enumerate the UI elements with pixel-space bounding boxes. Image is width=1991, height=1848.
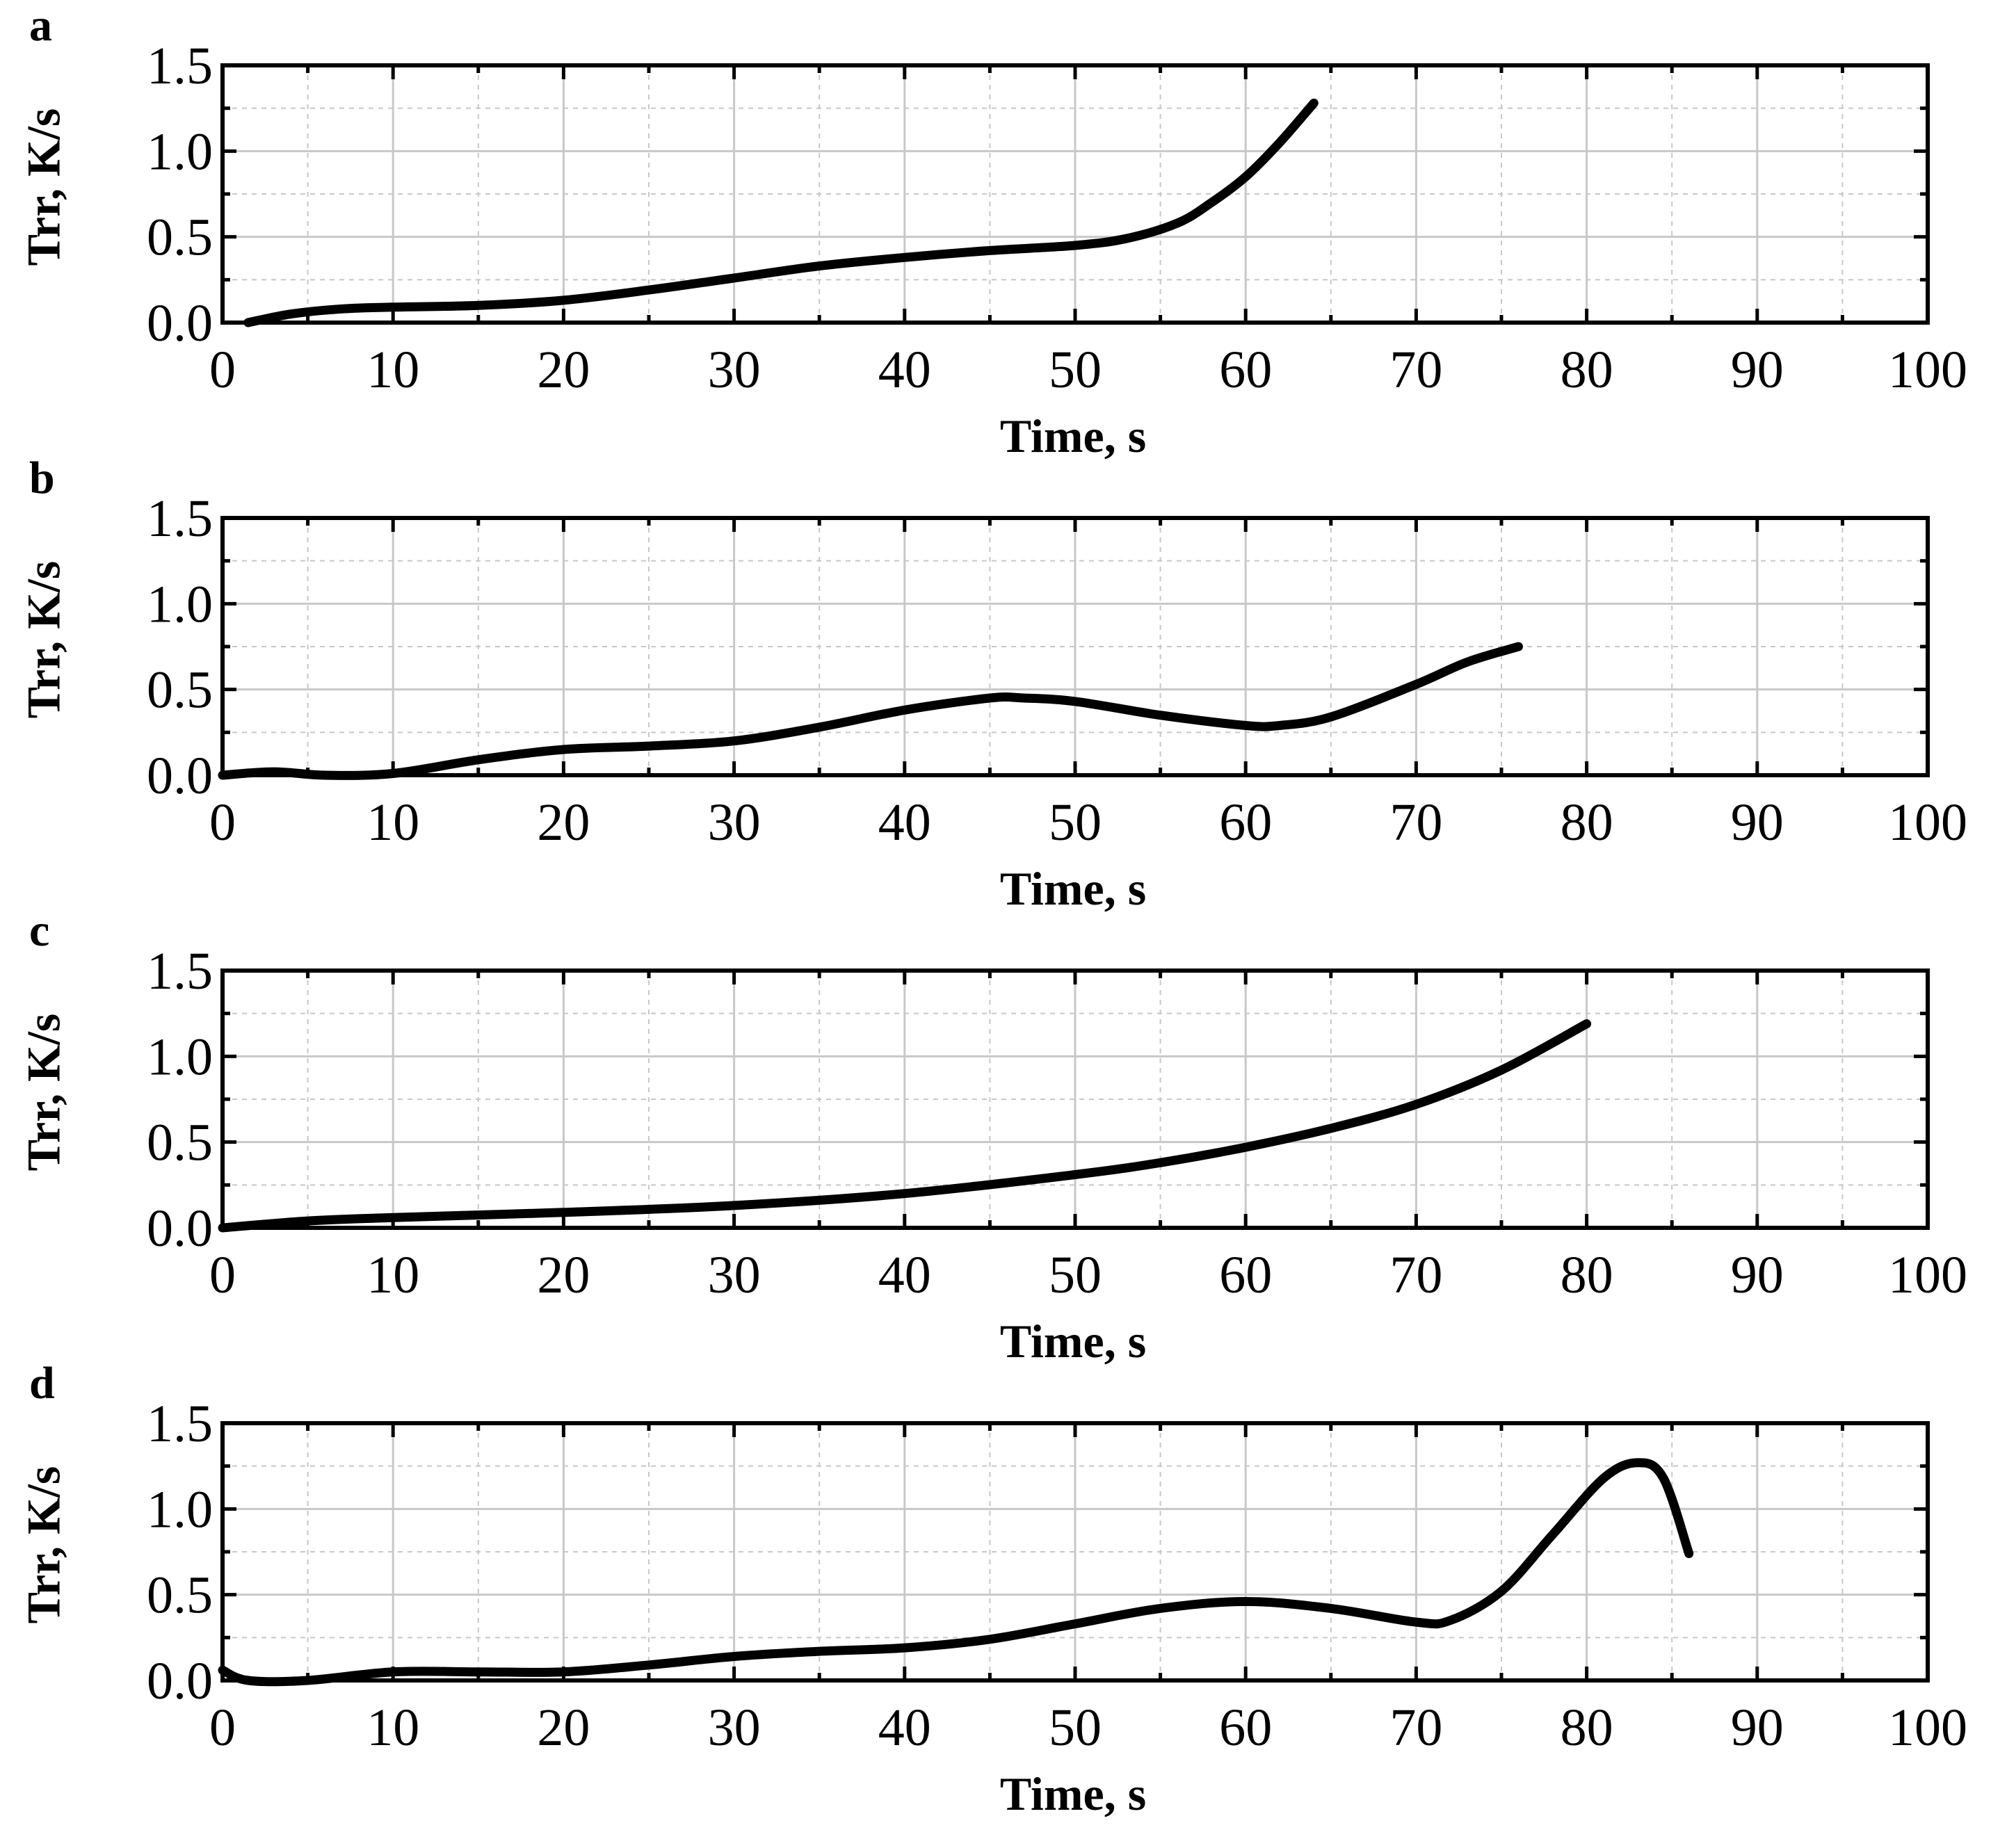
series-line-c [218, 1019, 1592, 1233]
x-axis-title: Time, s [1000, 862, 1146, 915]
plot-frame [220, 516, 1930, 777]
y-tick-label: 0.0 [147, 1199, 213, 1258]
x-tick-label: 80 [1561, 1699, 1613, 1757]
x-tick-label: 60 [1219, 341, 1272, 399]
x-tick-label: 50 [1049, 1246, 1102, 1304]
x-tick-label: 100 [1888, 1246, 1967, 1304]
x-tick-label: 100 [1888, 793, 1967, 852]
series-line-d [218, 1458, 1694, 1687]
y-tick-label: 1.5 [147, 37, 213, 95]
y-axis-title: Trr, K/s [17, 1014, 70, 1172]
x-tick-label: 60 [1219, 1246, 1272, 1304]
y-tick-label: 0.5 [147, 661, 213, 720]
x-tick-label: 50 [1049, 341, 1102, 399]
y-axis-title: Trr, K/s [17, 108, 70, 266]
x-tick-label: 0 [209, 1246, 236, 1304]
x-tick-label: 20 [537, 341, 590, 399]
x-tick-label: 60 [1219, 793, 1272, 852]
x-axis-title: Time, s [1000, 1767, 1146, 1820]
x-tick-label: 10 [366, 1699, 419, 1757]
x-tick-label: 10 [366, 1246, 419, 1304]
x-tick-label: 80 [1561, 793, 1613, 852]
x-tick-label: 20 [537, 1246, 590, 1304]
x-tick-label: 90 [1731, 1246, 1784, 1304]
x-tick-label: 70 [1389, 793, 1442, 852]
x-tick-label: 90 [1731, 1699, 1784, 1757]
x-tick-label: 40 [878, 341, 931, 399]
panel-label: c [29, 905, 49, 956]
x-axis-title: Time, s [1000, 1315, 1146, 1368]
x-tick-label: 0 [209, 793, 236, 852]
x-tick-label: 30 [708, 341, 761, 399]
y-tick-label: 1.5 [147, 942, 213, 1000]
x-axis-title: Time, s [1000, 410, 1146, 462]
y-tick-label: 1.0 [147, 1480, 213, 1539]
y-tick-label: 1.5 [147, 489, 213, 548]
x-tick-label: 100 [1888, 1699, 1967, 1757]
panel-b: 0 10 20 30 40 50 60 70 80 90 100 0.0 0.5 1.0 1.5 Time, … [17, 453, 1967, 915]
y-axis-title: Trr, K/s [17, 1466, 70, 1624]
plot-frame [220, 1421, 1930, 1683]
panel-c: 0 10 20 30 40 50 60 70 80 90 100 0.0 0.5 1.0 1.5 Time, … [17, 905, 1967, 1368]
y-tick-label: 1.0 [147, 122, 213, 181]
x-tick-label: 70 [1389, 1246, 1442, 1304]
y-tick-label: 1.0 [147, 575, 213, 633]
x-tick-label: 70 [1389, 1699, 1442, 1757]
panel-label: d [29, 1358, 55, 1409]
panel-label: b [29, 453, 55, 503]
x-tick-label: 10 [366, 793, 419, 852]
x-tick-label: 20 [537, 1699, 590, 1757]
x-tick-label: 20 [537, 793, 590, 852]
grid [223, 971, 1928, 1228]
grid [223, 518, 1928, 775]
y-tick-label: 1.5 [147, 1395, 213, 1453]
grid [223, 65, 1928, 323]
plot-frame [220, 968, 1930, 1230]
x-tick-label: 40 [878, 793, 931, 852]
panel-label: a [29, 0, 52, 51]
x-tick-label: 80 [1561, 1246, 1613, 1304]
y-tick-label: 1.0 [147, 1028, 213, 1086]
y-tick-label: 0.5 [147, 1566, 213, 1625]
x-tick-label: 30 [708, 793, 761, 852]
x-tick-label: 90 [1731, 793, 1784, 852]
x-tick-label: 30 [708, 1699, 761, 1757]
panel-d: 0 10 20 30 40 50 60 70 80 90 100 0.0 0.5 1.0 1.5 Time, … [17, 1358, 1967, 1820]
x-tick-label: 50 [1049, 793, 1102, 852]
y-tick-label: 0.5 [147, 1114, 213, 1172]
x-tick-label: 90 [1731, 341, 1784, 399]
x-tick-label: 0 [209, 1699, 236, 1757]
panel-a: 0 10 20 30 40 50 60 70 80 90 100 0.0 0.5 1.0 1.5 Time, … [17, 0, 1967, 462]
y-tick-label: 0.0 [147, 1652, 213, 1710]
x-tick-label: 0 [209, 341, 236, 399]
x-tick-label: 10 [366, 341, 419, 399]
y-tick-label: 0.5 [147, 209, 213, 267]
x-tick-label: 50 [1049, 1699, 1102, 1757]
x-tick-label: 40 [878, 1699, 931, 1757]
y-axis-title: Trr, K/s [17, 561, 70, 719]
grid [223, 1423, 1928, 1680]
x-tick-label: 100 [1888, 341, 1967, 399]
x-tick-label: 30 [708, 1246, 761, 1304]
y-tick-label: 0.0 [147, 294, 213, 352]
x-tick-label: 40 [878, 1246, 931, 1304]
series-line-a [243, 98, 1319, 327]
x-tick-label: 80 [1561, 341, 1613, 399]
y-tick-label: 0.0 [147, 747, 213, 805]
x-tick-label: 60 [1219, 1699, 1272, 1757]
series-line-b [218, 642, 1523, 780]
x-tick-label: 70 [1389, 341, 1442, 399]
plot-frame [220, 63, 1930, 325]
